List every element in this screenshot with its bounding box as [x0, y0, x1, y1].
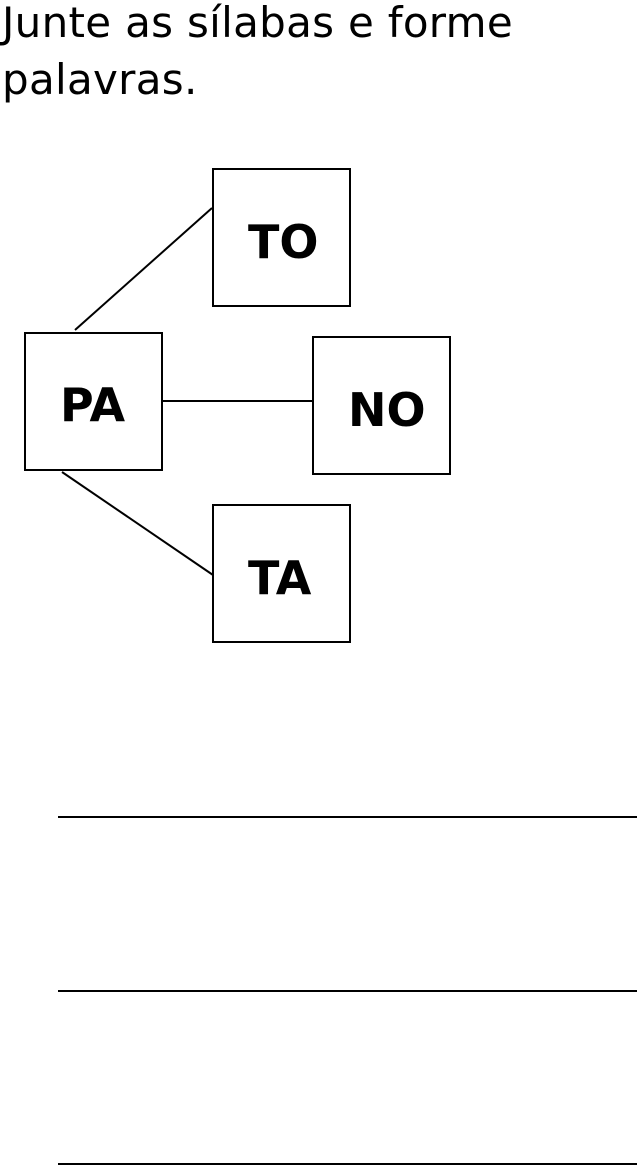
answer-line[interactable] — [58, 1163, 637, 1165]
syllable-to: TO — [248, 215, 319, 269]
syllable-ta: TA — [248, 551, 312, 605]
syllable-pa: PA — [60, 378, 126, 432]
connector-pa-ta — [61, 471, 214, 576]
syllable-box-no: NO — [312, 336, 451, 475]
syllable-box-ta: TA — [212, 504, 351, 643]
answer-line[interactable] — [58, 816, 637, 818]
syllable-box-to: TO — [212, 168, 351, 307]
syllable-no: NO — [348, 383, 426, 437]
instruction-title: Junte as sílabas e forme palavras. — [2, 0, 513, 104]
syllable-box-pa: PA — [24, 332, 163, 471]
connector-pa-to — [74, 207, 213, 331]
answer-line[interactable] — [58, 990, 637, 992]
